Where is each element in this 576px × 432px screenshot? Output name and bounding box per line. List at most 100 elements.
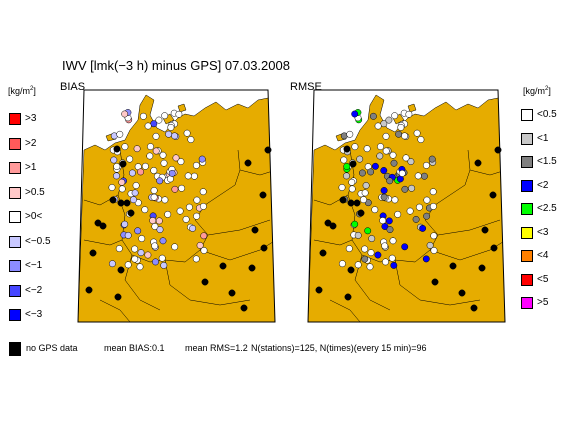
bias-station-marker bbox=[152, 147, 160, 155]
bias-station-marker bbox=[137, 168, 145, 176]
rmse-station-marker bbox=[377, 143, 384, 151]
rmse-station-marker bbox=[362, 182, 370, 189]
bias-map bbox=[77, 89, 276, 323]
rmse-station-marker bbox=[412, 215, 420, 223]
no-data-station-marker bbox=[324, 219, 332, 227]
rmse-station-marker bbox=[415, 203, 423, 211]
mean-bias-label: mean BIAS:0.1 bbox=[104, 343, 165, 353]
rmse-station-marker bbox=[429, 188, 437, 196]
bias-station-marker bbox=[130, 196, 137, 204]
rmse-station-marker bbox=[386, 226, 394, 234]
rmse-station-marker bbox=[423, 196, 431, 204]
bias-legend-label: >3 bbox=[25, 113, 37, 124]
bias-station-marker bbox=[171, 185, 179, 193]
no-gps-label: no GPS data bbox=[26, 343, 78, 353]
rmse-station-marker bbox=[371, 206, 379, 214]
island bbox=[177, 103, 187, 113]
rmse-legend-swatch bbox=[521, 226, 533, 239]
bias-station-marker bbox=[176, 207, 184, 215]
rmse-station-marker bbox=[390, 159, 398, 167]
bias-legend-item: <−1 bbox=[9, 260, 79, 274]
bias-station-marker bbox=[151, 242, 159, 250]
rmse-legend-item: <3 bbox=[521, 226, 576, 241]
no-data-station-marker bbox=[123, 199, 131, 207]
no-data-station-marker bbox=[240, 304, 248, 312]
rmse-station-marker bbox=[408, 184, 416, 192]
no-data-station-marker bbox=[89, 249, 97, 257]
page-title: IWV [lmk(−3 h) minus GPS] 07.03.2008 bbox=[62, 58, 290, 73]
rmse-station-marker bbox=[376, 152, 384, 160]
rmse-station-marker bbox=[423, 212, 431, 220]
mean-rms-label: mean RMS=1.2 bbox=[185, 343, 248, 353]
rmse-station-marker bbox=[385, 217, 393, 225]
bias-station-marker bbox=[155, 217, 163, 225]
rmse-station-marker bbox=[430, 232, 438, 240]
rmse-station-marker bbox=[397, 123, 405, 131]
rmse-station-marker bbox=[394, 210, 402, 218]
no-data-station-marker bbox=[490, 244, 498, 252]
bias-legend-item: <−3 bbox=[9, 309, 79, 323]
bias-station-marker bbox=[167, 123, 175, 131]
rmse-legend-label: <4 bbox=[537, 250, 549, 261]
bias-station-marker bbox=[198, 155, 206, 163]
no-data-station-marker bbox=[494, 146, 502, 154]
rmse-legend-swatch bbox=[521, 297, 533, 309]
no-data-station-marker bbox=[489, 191, 497, 199]
bias-station-marker bbox=[133, 145, 141, 153]
bias-station-marker bbox=[150, 193, 158, 201]
bias-station-marker bbox=[141, 206, 149, 214]
no-data-station-marker bbox=[117, 199, 125, 207]
bias-station-marker bbox=[116, 130, 124, 138]
bias-station-marker bbox=[171, 132, 179, 140]
rmse-station-marker bbox=[338, 260, 346, 268]
bias-station-marker bbox=[178, 184, 186, 192]
rmse-station-marker bbox=[386, 177, 394, 185]
rmse-unit-label: [kg/m2] bbox=[523, 86, 551, 96]
no-data-station-marker bbox=[349, 160, 357, 168]
bias-station-marker bbox=[124, 261, 132, 269]
bias-panel-label: BIAS bbox=[60, 81, 86, 93]
bias-station-marker bbox=[141, 162, 149, 170]
rmse-station-marker bbox=[428, 155, 436, 163]
bias-legend-swatch bbox=[9, 137, 21, 150]
bias-station-marker bbox=[190, 172, 198, 180]
bias-station-marker bbox=[168, 169, 176, 177]
no-data-station-marker bbox=[343, 145, 351, 153]
rmse-station-marker bbox=[391, 196, 399, 204]
bias-station-marker bbox=[131, 245, 139, 253]
rmse-legend-swatch bbox=[521, 179, 533, 192]
bias-legend-swatch bbox=[9, 162, 21, 174]
rmse-legend-swatch bbox=[521, 156, 533, 168]
bias-station-marker bbox=[200, 247, 208, 254]
rmse-station-marker bbox=[371, 162, 379, 170]
bias-station-marker bbox=[121, 220, 129, 228]
rmse-station-marker bbox=[389, 151, 397, 159]
bias-station-marker bbox=[161, 196, 169, 204]
rmse-station-marker bbox=[381, 223, 389, 230]
rmse-station-marker bbox=[346, 130, 354, 138]
rmse-station-marker bbox=[385, 116, 393, 124]
bias-legend-swatch bbox=[9, 260, 21, 272]
no-data-station-marker bbox=[478, 264, 486, 272]
bias-station-marker bbox=[196, 241, 204, 249]
no-data-station-marker bbox=[458, 289, 466, 297]
bias-station-marker bbox=[200, 232, 208, 240]
bias-station-marker bbox=[159, 151, 167, 159]
bias-station-marker bbox=[184, 172, 192, 180]
rmse-map bbox=[307, 89, 506, 323]
rmse-station-marker bbox=[354, 231, 362, 239]
bias-station-marker bbox=[158, 254, 166, 262]
rmse-station-marker bbox=[381, 242, 389, 250]
bias-station-marker bbox=[150, 167, 158, 174]
bias-station-marker bbox=[175, 110, 183, 118]
rmse-station-marker bbox=[401, 243, 409, 251]
bias-station-marker bbox=[155, 116, 163, 124]
rmse-station-marker bbox=[422, 161, 430, 169]
bias-station-marker bbox=[199, 188, 207, 196]
no-data-station-marker bbox=[248, 264, 256, 272]
bias-station-marker bbox=[128, 169, 136, 177]
no-data-station-marker bbox=[319, 249, 327, 257]
rmse-station-marker bbox=[417, 136, 425, 144]
no-data-station-marker bbox=[353, 199, 361, 207]
rmse-station-marker bbox=[390, 261, 398, 269]
